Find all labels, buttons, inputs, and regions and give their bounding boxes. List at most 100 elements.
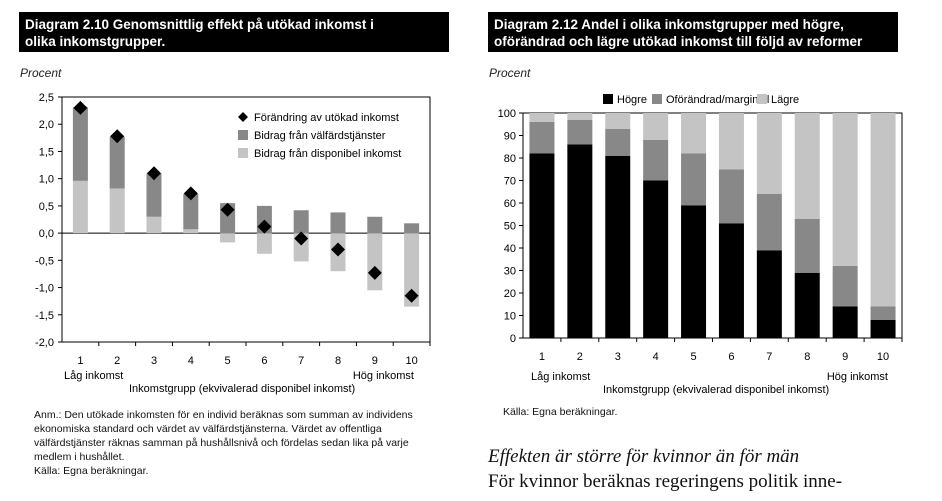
right-bar-higher [832, 306, 858, 338]
right-bar-lower [794, 113, 820, 219]
left-bar-disposable [72, 180, 88, 234]
left-note-line: välfärdstjänster räknas samman på hushål… [34, 437, 409, 449]
left-bar-disposable [109, 188, 125, 234]
right-bar-lower [643, 113, 669, 140]
left-y-tick-label: -2,0 [35, 337, 54, 349]
legend-label-disposable: Bidrag från disponibel inkomst [254, 148, 401, 160]
left-bar-disposable [256, 233, 272, 254]
legend-marker-change [238, 112, 248, 122]
right-x-tick-label: 3 [615, 351, 621, 363]
right-legend-label: Oförändrad/marginell [666, 94, 769, 106]
left-bar-disposable [146, 216, 162, 234]
right-bar-lower [756, 113, 782, 194]
left-marker [404, 288, 419, 303]
left-marker [294, 231, 309, 246]
right-bar-unchanged [718, 169, 744, 224]
right-bar-higher [718, 223, 744, 338]
right-x-tick-label: 5 [690, 351, 696, 363]
legend-swatch-welfare [238, 130, 248, 140]
right-x-tick-label: 7 [766, 351, 772, 363]
right-title-line1: Diagram 2.12 Andel i olika inkomstgruppe… [494, 17, 844, 32]
right-bar-unchanged [870, 306, 896, 320]
left-x-tick-label: 2 [114, 355, 120, 367]
left-note-line: medlem i hushållet. [34, 451, 125, 463]
left-x-tick-label: 7 [298, 355, 304, 367]
legend-label-welfare: Bidrag från välfärdstjänster [254, 130, 386, 142]
right-y-tick-label: 100 [498, 108, 516, 120]
right-y-tick-label: 0 [510, 333, 516, 345]
right-bar-higher [870, 320, 896, 338]
left-y-tick-label: 0,5 [39, 201, 54, 213]
right-bar-unchanged [529, 122, 555, 154]
left-high-income-label: Hög inkomst [353, 370, 414, 382]
right-bar-higher [681, 205, 707, 338]
right-x-tick-label: 9 [842, 351, 848, 363]
left-y-tick-label: -1,5 [35, 310, 54, 322]
right-source: Källa: Egna beräkningar. [503, 406, 618, 418]
right-y-tick-label: 40 [504, 243, 516, 255]
right-y-tick-label: 60 [504, 198, 516, 210]
left-x-tick-label: 3 [151, 355, 157, 367]
left-bar-welfare [404, 223, 420, 234]
right-bar-lower [605, 113, 631, 129]
left-bar-welfare [367, 216, 383, 234]
right-bar-lower [718, 113, 744, 170]
right-bar-higher [529, 153, 555, 338]
body-text: För kvinnor beräknas regeringens politik… [488, 471, 843, 492]
left-marker [110, 129, 125, 144]
left-x-tick-label: 9 [372, 355, 378, 367]
left-y-tick-label: -1,0 [35, 283, 54, 295]
left-x-tick-label: 8 [335, 355, 341, 367]
right-bar-higher [643, 180, 669, 338]
right-y-tick-label: 20 [504, 288, 516, 300]
left-title-line2: olika inkomstgrupper. [25, 34, 166, 49]
left-x-axis-title: Inkomstgrupp (ekvivalerad disponibel ink… [129, 383, 355, 395]
legend-label-change: Förändring av utökad inkomst [254, 112, 399, 124]
right-bar-lower [870, 113, 896, 307]
right-bar-unchanged [567, 119, 593, 145]
left-bar-disposable [367, 233, 383, 291]
right-unit-label: Procent [489, 66, 531, 80]
left-y-tick-label: 0,0 [39, 228, 54, 240]
right-legend-label: Lägre [771, 94, 799, 106]
left-chart-title: Diagram 2.10 Genomsnittlig effekt på utö… [19, 12, 449, 52]
left-marker [367, 265, 382, 280]
left-bar-welfare [293, 210, 309, 234]
right-x-axis-title: Inkomstgrupp (ekvivalerad disponibel ink… [603, 384, 829, 396]
right-title-line2: oförändrad och lägre utökad inkomst till… [494, 34, 863, 49]
section-heading: Effekten är större för kvinnor än för mä… [488, 446, 800, 467]
left-panel: Diagram 2.10 Genomsnittlig effekt på utö… [19, 12, 449, 52]
right-y-tick-label: 50 [504, 221, 516, 233]
left-marker [331, 242, 345, 257]
right-legend-swatch [603, 94, 613, 104]
right-low-income-label: Låg inkomst [531, 371, 590, 383]
left-marker [220, 202, 235, 217]
right-legend-swatch [757, 94, 767, 104]
right-x-tick-label: 10 [877, 351, 889, 363]
right-y-tick-label: 10 [504, 311, 516, 323]
right-bar-lower [681, 113, 707, 154]
right-bar-higher [756, 250, 782, 338]
right-y-tick-label: 30 [504, 266, 516, 278]
left-note-line: Källa: Egna beräkningar. [34, 465, 149, 477]
left-x-tick-label: 5 [225, 355, 231, 367]
left-x-tick-label: 10 [405, 355, 417, 367]
left-bar-disposable [404, 233, 420, 307]
left-low-income-label: Låg inkomst [64, 370, 123, 382]
left-y-tick-label: 2,5 [39, 92, 54, 104]
left-bar-disposable [183, 229, 199, 234]
left-note: Anm.: Den utökade inkomsten för en indiv… [34, 408, 413, 478]
left-marker [257, 219, 272, 234]
left-y-tick-label: 1,5 [39, 146, 54, 158]
right-legend-swatch [652, 94, 662, 104]
right-bar-lower [567, 113, 593, 120]
right-bar-lower [529, 113, 555, 122]
right-bar-unchanged [794, 218, 820, 273]
left-marker [183, 186, 198, 201]
right-panel: Diagram 2.12 Andel i olika inkomstgruppe… [488, 12, 898, 52]
legend-swatch-disposable [238, 148, 248, 158]
left-bar-welfare [109, 136, 125, 189]
left-bar-welfare [72, 107, 88, 181]
right-x-tick-label: 1 [539, 351, 545, 363]
